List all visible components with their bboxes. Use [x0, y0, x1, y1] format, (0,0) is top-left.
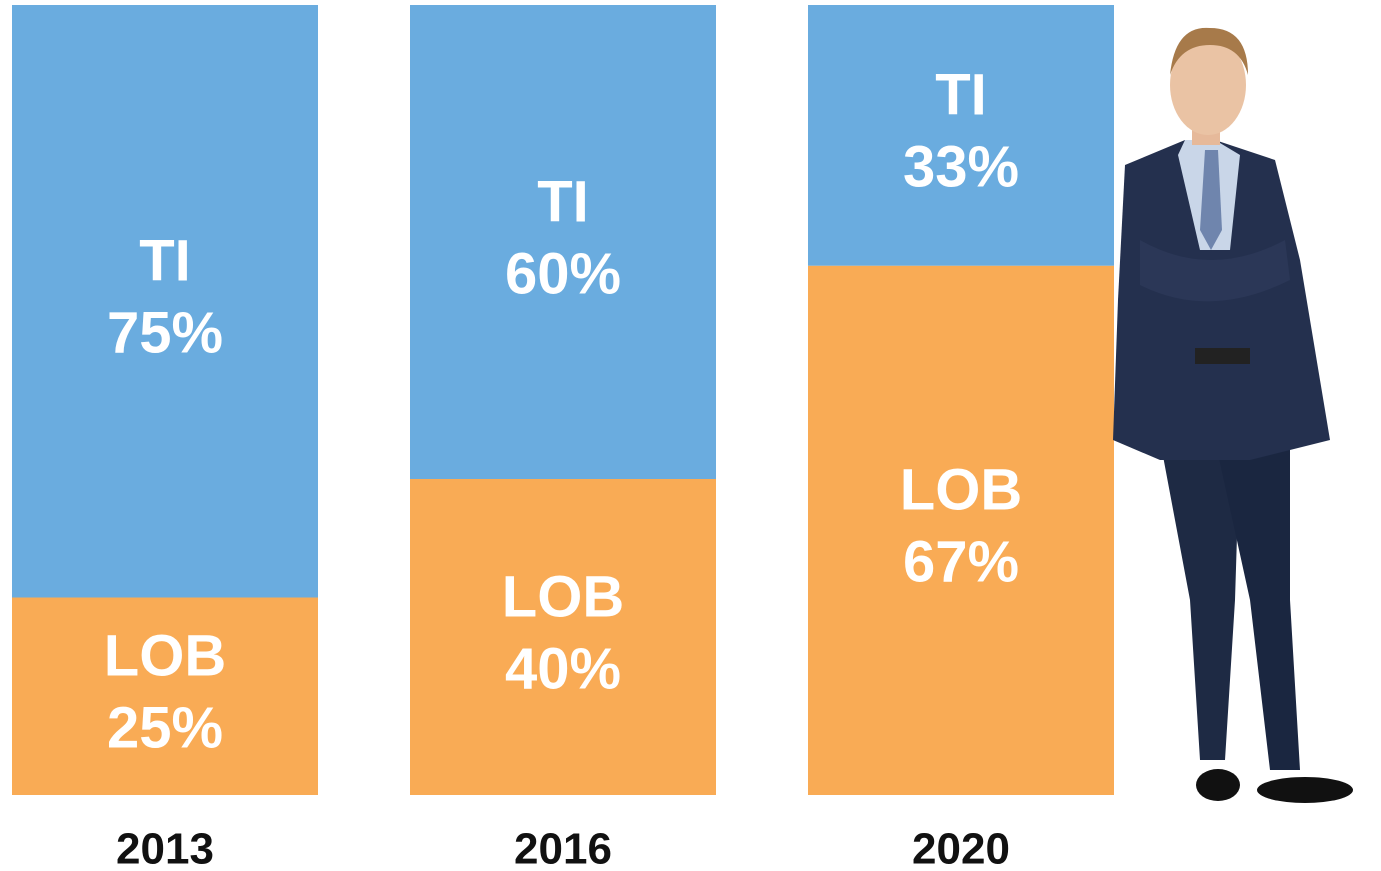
value-label: 25%	[107, 696, 223, 761]
x-tick-label: 2020	[912, 825, 1010, 871]
value-label: 60%	[505, 241, 621, 306]
x-tick-label: 2016	[514, 825, 612, 871]
segment-name: LOB	[104, 624, 226, 689]
person-illustration	[1113, 28, 1353, 803]
segment-name: LOB	[900, 458, 1022, 523]
segment-name: TI	[139, 229, 191, 294]
segment-name: TI	[537, 169, 589, 234]
chart: LOB 25% TI 75% 2013 LOB 40% TI 60% 2016 LOB 67% TI 33…	[0, 0, 1381, 871]
value-label: 33%	[903, 135, 1019, 200]
x-tick-label: 2013	[116, 825, 214, 871]
segment-name: LOB	[502, 564, 624, 629]
value-label: 40%	[505, 636, 621, 701]
segment-name: TI	[935, 63, 987, 128]
value-label: 75%	[107, 301, 223, 366]
bars: LOB 25% TI 75% 2013 LOB 40% TI 60% 2016 LOB 67% TI 33…	[12, 5, 1114, 871]
value-label: 67%	[903, 530, 1019, 595]
page: {"chart_data": {"type": "stacked-bar", "…	[0, 0, 1381, 871]
